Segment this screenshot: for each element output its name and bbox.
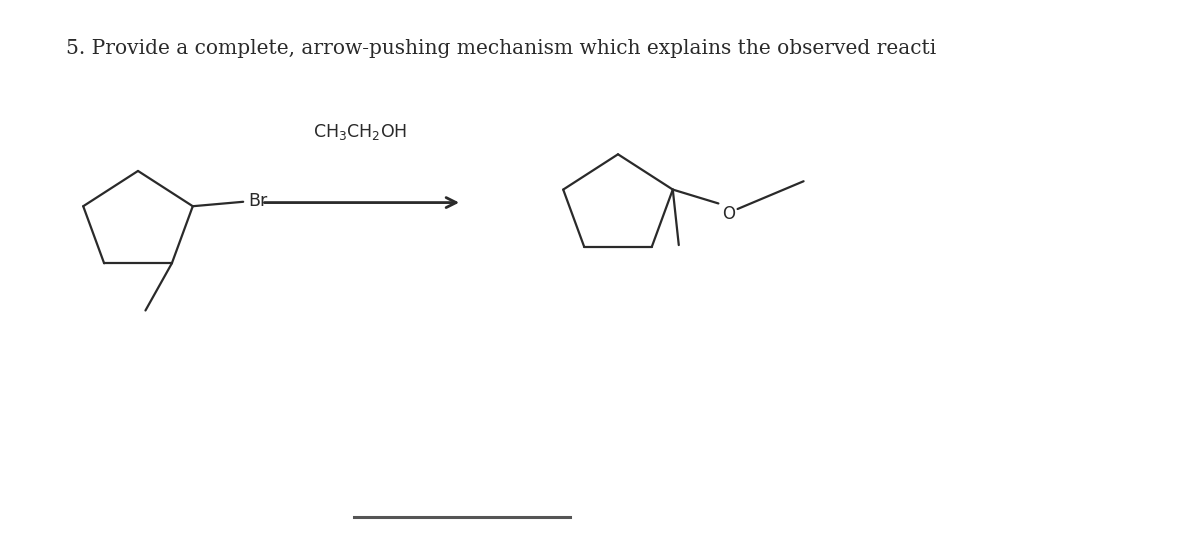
Text: 5. Provide a complete, arrow-pushing mechanism which explains the observed react: 5. Provide a complete, arrow-pushing mec… bbox=[66, 39, 936, 58]
Text: Br: Br bbox=[248, 191, 268, 210]
Text: O: O bbox=[722, 205, 734, 223]
Text: $\mathregular{CH_3CH_2OH}$: $\mathregular{CH_3CH_2OH}$ bbox=[313, 122, 407, 142]
